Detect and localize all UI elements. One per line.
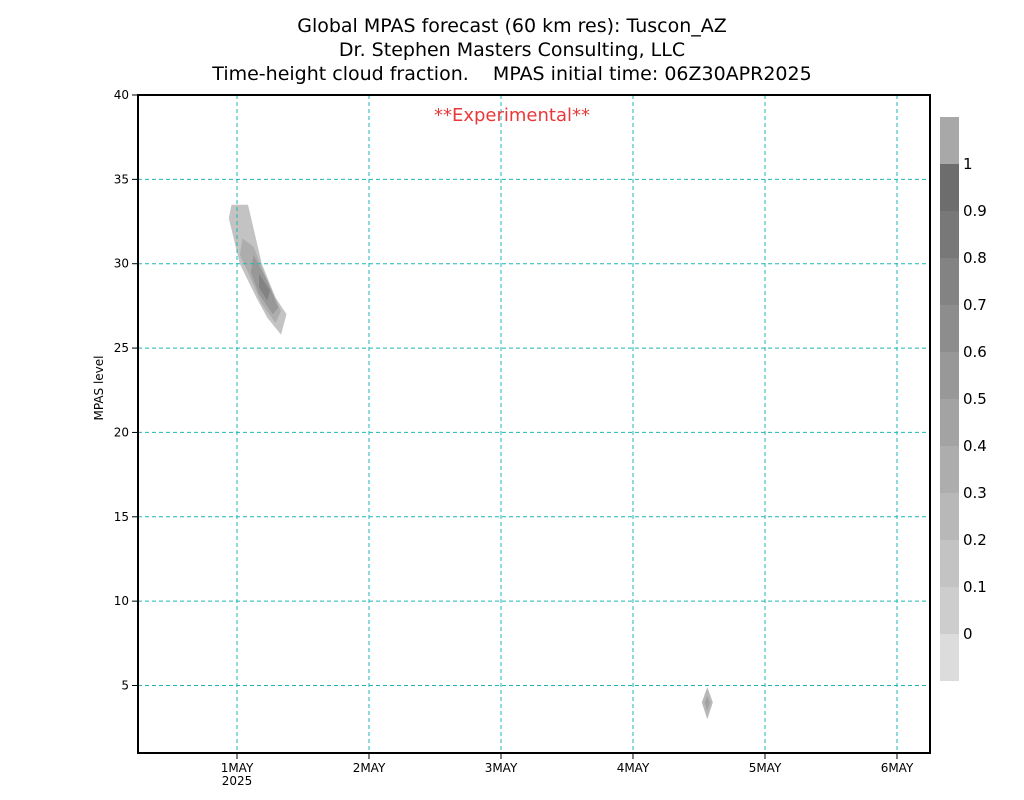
y-tick-label: 15 bbox=[114, 510, 129, 524]
colorbar-label: 0 bbox=[963, 625, 973, 643]
colorbar-label: 0.7 bbox=[963, 296, 987, 314]
x-tick-label: 3MAY bbox=[485, 761, 518, 775]
colorbar-label: 0.1 bbox=[963, 578, 987, 596]
y-axis-label: MPAS level bbox=[92, 356, 106, 421]
colorbar-label: 1 bbox=[963, 155, 973, 173]
low-cloud-spot-level-1 bbox=[704, 695, 710, 711]
plot-features bbox=[228, 204, 713, 720]
colorbar-label: 0.2 bbox=[963, 531, 987, 549]
colorbar-swatch bbox=[940, 211, 959, 258]
y-tick-label: 35 bbox=[114, 172, 129, 186]
y-tick-label: 25 bbox=[114, 341, 129, 355]
upper-cloud-band-level-3 bbox=[259, 273, 270, 301]
grid-lines bbox=[138, 95, 930, 753]
colorbar-label: 0.8 bbox=[963, 249, 987, 267]
colorbar-swatch bbox=[940, 540, 959, 587]
y-axis: 5 10 15 20 25 30 35 40 bbox=[114, 88, 138, 693]
x-tick-sublabel: 2025 bbox=[222, 774, 253, 788]
y-tick-label: 40 bbox=[114, 88, 129, 102]
colorbar-label: 0.9 bbox=[963, 202, 987, 220]
chart-title-line-2: Dr. Stephen Masters Consulting, LLC bbox=[339, 39, 685, 61]
colorbar-label: 0.5 bbox=[963, 390, 987, 408]
colorbar-swatch bbox=[940, 258, 959, 305]
colorbar-label: 0.4 bbox=[963, 437, 987, 455]
x-tick-label: 6MAY bbox=[881, 761, 914, 775]
y-tick-label: 10 bbox=[114, 594, 129, 608]
colorbar-swatch bbox=[940, 352, 959, 399]
colorbar-label: 0.3 bbox=[963, 484, 987, 502]
experimental-label: **Experimental** bbox=[434, 105, 590, 126]
colorbar-swatch bbox=[940, 587, 959, 634]
x-tick-label: 1MAY bbox=[221, 761, 254, 775]
x-tick-label: 2MAY bbox=[353, 761, 386, 775]
colorbar: 0 0.1 0.2 0.3 0.4 0.5 0.6 0.7 0.8 0.9 1 bbox=[940, 117, 987, 681]
x-tick-label: 5MAY bbox=[749, 761, 782, 775]
colorbar-swatch bbox=[940, 305, 959, 352]
colorbar-swatch bbox=[940, 117, 959, 164]
colorbar-swatch bbox=[940, 399, 959, 446]
chart-title-line-3: Time-height cloud fraction. MPAS initial… bbox=[211, 63, 811, 85]
colorbar-swatch bbox=[940, 634, 959, 681]
y-tick-label: 20 bbox=[114, 425, 129, 439]
colorbar-swatch bbox=[940, 164, 959, 211]
y-tick-label: 5 bbox=[121, 679, 129, 693]
plot-frame bbox=[137, 94, 931, 754]
chart-title-line-1: Global MPAS forecast (60 km res): Tuscon… bbox=[297, 15, 727, 37]
colorbar-swatch bbox=[940, 493, 959, 540]
colorbar-swatch bbox=[940, 446, 959, 493]
y-tick-label: 30 bbox=[114, 257, 129, 271]
colorbar-label: 0.6 bbox=[963, 343, 987, 361]
x-tick-label: 4MAY bbox=[617, 761, 650, 775]
